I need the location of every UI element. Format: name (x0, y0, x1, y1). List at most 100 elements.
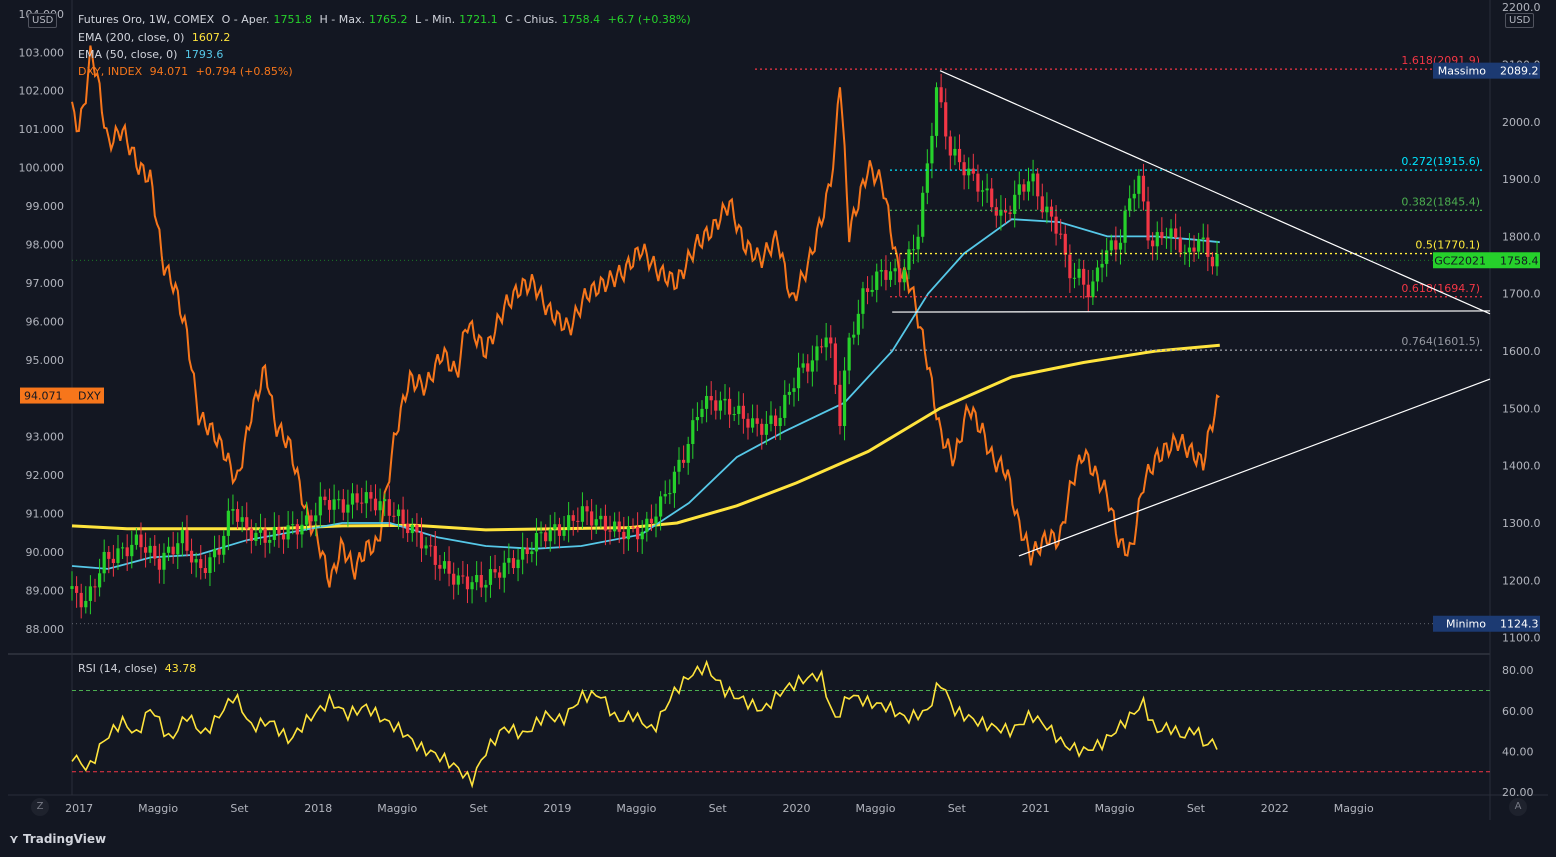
candle-body (350, 493, 355, 505)
dxy-label: DXY, INDEX (78, 65, 143, 78)
candle-body (622, 531, 626, 540)
candle-body (783, 394, 787, 418)
x-tick-label: Maggio (138, 802, 178, 815)
candle-body (419, 532, 424, 549)
tradingview-brand[interactable]: ⋎ TradingView (9, 832, 106, 846)
candle-body (429, 545, 433, 547)
open-label: O - Aper. (221, 13, 270, 26)
candle-body (488, 569, 493, 585)
x-tick-label: Set (1187, 802, 1206, 815)
rsi-value: 43.78 (164, 662, 197, 675)
candle-body (907, 249, 911, 270)
candle-body (410, 524, 414, 534)
x-tick-label: Maggio (1095, 802, 1135, 815)
dxy-tick-label: 101.000 (19, 123, 65, 136)
dxy-tick-label: 99.000 (26, 200, 65, 213)
price-value-label: 1758.4 (1500, 254, 1539, 267)
legend-dxy[interactable]: DXY, INDEX 94.071 +0.794 (+0.85%) (78, 65, 297, 79)
candle-body (1022, 184, 1026, 192)
candle-body (199, 559, 203, 569)
candle-body (571, 515, 575, 521)
candle-body (102, 551, 106, 574)
candle-body (1086, 284, 1090, 298)
ema200-line (71, 343, 1220, 532)
gold-tick-label: 2000.0 (1502, 116, 1541, 129)
candle-body (1003, 209, 1008, 213)
candle-body (97, 573, 102, 588)
candle-body (980, 190, 985, 192)
x-tick-label: 2019 (543, 802, 571, 815)
candle-body (479, 574, 483, 588)
candle-body (153, 545, 157, 559)
legend-ema50[interactable]: EMA (50, close, 0) 1793.6 (78, 48, 227, 62)
candle-body (323, 496, 327, 501)
dxy-tick-label: 93.000 (26, 431, 65, 444)
candle-body (750, 418, 755, 428)
x-tick-label: Set (469, 802, 488, 815)
candle-body (875, 271, 879, 290)
gold-tick-label: 1600.0 (1502, 345, 1541, 358)
candle-body (249, 528, 253, 541)
right-currency-label[interactable]: USD (1505, 13, 1535, 28)
dxy-tick-label: 90.000 (26, 546, 65, 559)
candle-body (346, 504, 350, 513)
candle-body (383, 499, 387, 502)
candle-body (1109, 240, 1113, 251)
price-value-badge (1496, 62, 1540, 79)
dxy-line (71, 45, 1220, 588)
candle-body (576, 520, 580, 522)
candle-body (718, 400, 722, 411)
candle-body (300, 524, 304, 535)
rsi-line (71, 659, 1218, 789)
auto-scale-right-button[interactable]: A (1509, 798, 1527, 816)
price-name-badge (1433, 252, 1496, 269)
candle-body (203, 568, 207, 574)
candle-body (525, 547, 529, 555)
x-tick-label: 2017 (65, 802, 93, 815)
candle-body (378, 501, 382, 511)
gold-tick-label: 1300.0 (1502, 517, 1541, 530)
close-value: 1758.4 (561, 13, 601, 26)
candle-body (691, 420, 695, 444)
dxy-tick-label: 97.000 (26, 277, 65, 290)
candle-body (1082, 268, 1086, 285)
dxy-tick-label: 100.000 (19, 162, 65, 175)
candle-body (107, 551, 111, 559)
candle-body (185, 529, 189, 551)
legend-rsi[interactable]: RSI (14, close) 43.78 (78, 662, 200, 676)
rsi-tick-label: 60.00 (1502, 705, 1534, 718)
dxy-tick-label: 96.000 (26, 315, 65, 328)
candle-body (1100, 263, 1104, 268)
candle-body (295, 524, 299, 535)
candle-body (672, 471, 677, 494)
left-currency-label[interactable]: USD (28, 13, 58, 28)
auto-scale-left-button[interactable]: Z (31, 798, 49, 816)
dxy-tick-label: 88.000 (26, 623, 65, 636)
candle-body (654, 516, 658, 524)
candle-body (79, 592, 83, 608)
brand-label: TradingView (22, 832, 107, 846)
candle-body (208, 557, 212, 574)
legend-ema200[interactable]: EMA (200, close, 0) 1607.2 (78, 31, 234, 45)
candle-body (599, 515, 603, 520)
candle-body (162, 552, 166, 570)
candle-body (507, 558, 511, 563)
candle-body (608, 530, 612, 532)
candle-body (990, 188, 994, 208)
candle-body (231, 509, 235, 511)
symbol-title[interactable]: Futures Oro, 1W, COMEX (78, 13, 215, 26)
candle-body (704, 395, 709, 409)
dxy-tick-label: 95.000 (26, 354, 65, 367)
candle-body (769, 415, 773, 424)
candle-body (516, 559, 520, 569)
legend-main[interactable]: Futures Oro, 1W, COMEX O - Aper. 1751.8 H… (78, 13, 695, 27)
candle-body (815, 346, 819, 361)
candle-body (792, 388, 796, 392)
candle-body (406, 523, 410, 534)
price-name-badge (1433, 62, 1496, 79)
overlay-layer: 1.618(2091.9)0.272(1915.6)0.382(1845.4)0… (72, 54, 1491, 625)
candle-body (921, 192, 925, 237)
gold-tick-label: 1800.0 (1502, 230, 1541, 243)
candle-body (893, 268, 897, 272)
